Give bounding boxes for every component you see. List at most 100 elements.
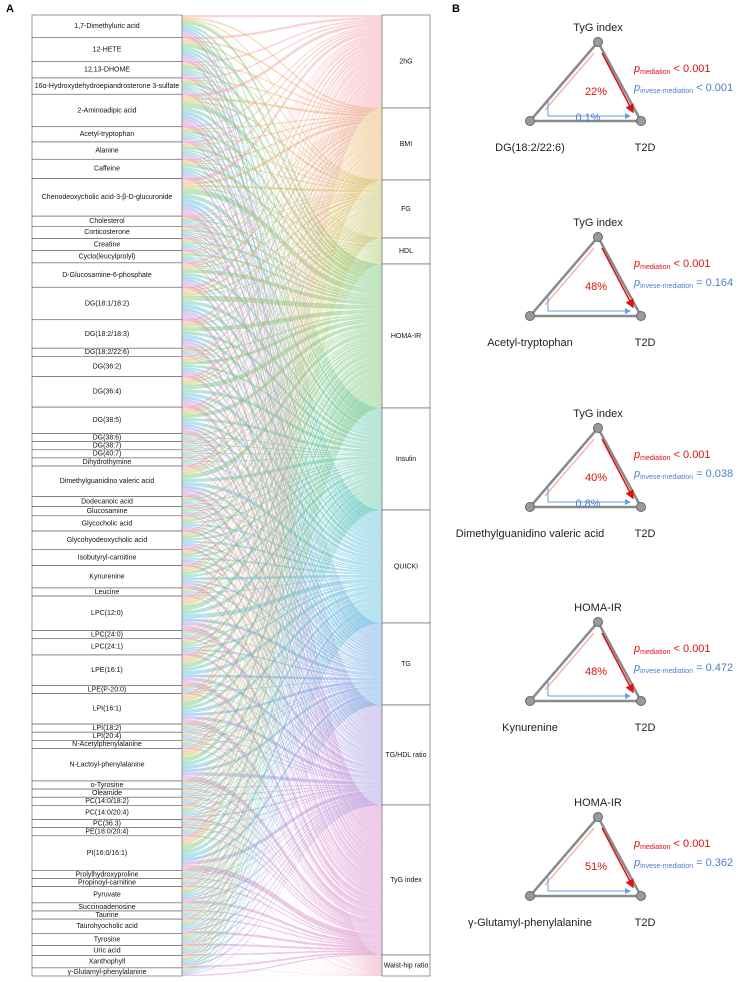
flow <box>182 797 382 910</box>
flow <box>182 70 382 518</box>
flow <box>182 950 382 956</box>
flow <box>182 168 382 830</box>
flow <box>182 503 382 665</box>
flow <box>182 34 382 218</box>
p-value: pmediation < 0.001 <box>633 63 711 76</box>
flow <box>182 259 382 810</box>
flow <box>182 154 382 721</box>
flow <box>182 205 382 726</box>
flow <box>182 156 382 828</box>
flow <box>182 75 382 641</box>
flow <box>182 84 382 417</box>
flow <box>182 141 382 958</box>
flow <box>182 123 382 229</box>
flow <box>182 177 382 948</box>
flow <box>182 649 382 678</box>
source-label: Taurohyocholic acid <box>76 923 138 930</box>
flow <box>182 738 382 781</box>
p-value: pinvese-mediation = 0.164 <box>633 277 733 290</box>
flow <box>182 187 382 244</box>
flow <box>182 256 382 702</box>
flow <box>182 124 382 241</box>
flow <box>182 229 382 844</box>
flow <box>182 174 382 905</box>
flow <box>182 475 382 671</box>
flow <box>182 955 382 976</box>
flow <box>182 797 382 973</box>
flow <box>182 148 382 553</box>
flow <box>182 61 382 957</box>
flow <box>182 50 382 516</box>
flow <box>182 207 382 474</box>
source-label: DG(38:6) <box>93 434 122 441</box>
flow <box>182 137 382 412</box>
inverse-arrow <box>547 295 631 314</box>
mediator-label: Kynurenine <box>502 722 558 734</box>
source-label: Glucosamine <box>87 508 128 515</box>
flow <box>182 141 382 460</box>
source-node <box>31 178 183 217</box>
flow <box>182 22 382 98</box>
flow <box>182 514 382 884</box>
flow <box>182 246 382 644</box>
flow <box>182 587 382 968</box>
flow <box>182 254 382 633</box>
flow <box>182 878 382 974</box>
flow <box>182 495 382 854</box>
flow <box>182 802 382 966</box>
flow <box>182 732 382 971</box>
flow <box>182 247 382 385</box>
target-label: Insulin <box>396 456 416 463</box>
flow <box>182 259 382 822</box>
outcome-label: T2D <box>635 142 656 154</box>
source-label: 12,13-DHOME <box>84 67 130 74</box>
flow <box>182 249 382 436</box>
mediation-arrow <box>601 827 634 889</box>
source-label: Succinoadenosine <box>78 904 135 911</box>
flow <box>182 689 382 796</box>
flow <box>182 378 382 785</box>
p-text: = 0.472 <box>693 662 733 674</box>
flow <box>182 118 382 163</box>
flow <box>182 322 382 419</box>
p-symbol: p <box>633 468 640 480</box>
flow <box>182 480 382 710</box>
flow <box>182 61 382 498</box>
source-label: DG(36:4) <box>93 389 122 396</box>
flow <box>182 365 382 707</box>
flow <box>182 331 382 444</box>
source-label: Xanthophyll <box>89 959 126 966</box>
flow <box>182 327 382 446</box>
flow <box>182 509 382 973</box>
mediator-label: γ-Glutamyl-phenylalanine <box>468 917 592 929</box>
flow <box>182 251 382 536</box>
flow <box>182 406 382 964</box>
flow <box>182 680 382 910</box>
flow <box>182 697 382 899</box>
flow <box>182 596 382 770</box>
flow <box>182 503 382 916</box>
source-label: Creatine <box>94 241 121 248</box>
p-text: = 0.362 <box>693 857 733 869</box>
flow <box>182 212 382 554</box>
flow <box>182 616 382 929</box>
flow <box>182 594 382 738</box>
flow <box>182 786 382 804</box>
flow <box>182 111 382 524</box>
flow <box>182 26 382 513</box>
source-label: Leucine <box>95 589 120 596</box>
flow <box>182 232 382 537</box>
flow <box>182 351 382 611</box>
flow <box>182 262 382 905</box>
flow <box>182 241 382 245</box>
flow <box>182 107 382 420</box>
flow <box>182 503 382 757</box>
flow <box>182 269 382 305</box>
p-symbol: p <box>633 82 640 94</box>
source-node <box>31 376 183 408</box>
flow <box>182 692 382 834</box>
flow <box>182 446 382 661</box>
flow <box>182 329 382 454</box>
triangle <box>527 619 644 703</box>
flow <box>182 692 382 911</box>
